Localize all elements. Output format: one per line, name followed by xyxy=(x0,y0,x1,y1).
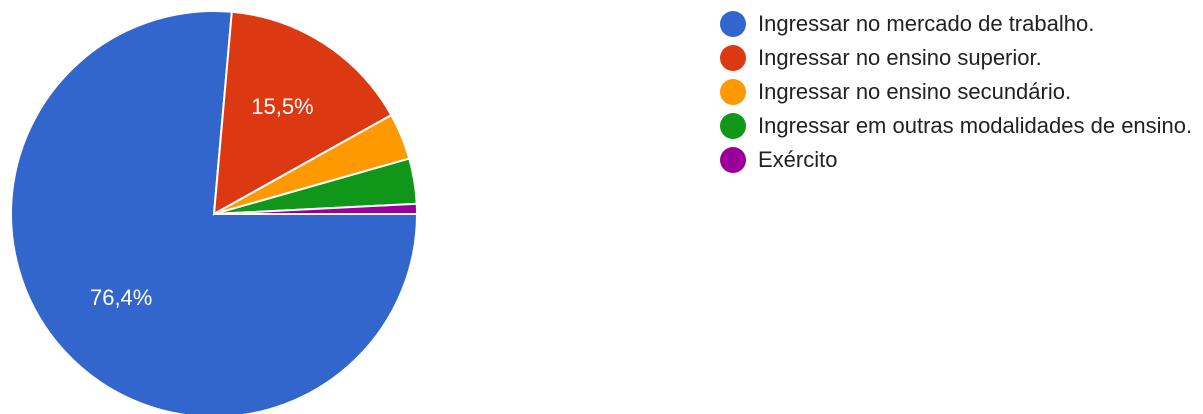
legend-swatch xyxy=(720,45,746,71)
legend-item: Ingressar no ensino superior. xyxy=(720,44,1200,72)
legend-swatch xyxy=(720,113,746,139)
legend-item: Exército xyxy=(720,146,1200,174)
legend-label: Ingressar no ensino superior. xyxy=(758,45,1042,70)
legend-item: Ingressar em outras modalidades de ensin… xyxy=(720,112,1200,140)
legend-swatch xyxy=(720,79,746,105)
slice-data-label: 15,5% xyxy=(251,94,313,119)
legend-swatch xyxy=(720,11,746,37)
legend-item: Ingressar no ensino secundário. xyxy=(720,78,1200,106)
pie-slice xyxy=(212,10,393,216)
legend-label: Ingressar em outras modalidades de ensin… xyxy=(758,113,1193,138)
legend-label: Ingressar no mercado de trabalho. xyxy=(758,11,1095,36)
slice-data-label: 76,4% xyxy=(90,285,152,310)
legend-item: Ingressar no mercado de trabalho. xyxy=(720,10,1200,38)
pie-slice xyxy=(213,202,419,215)
legend-label: Exército xyxy=(758,147,838,172)
chart-legend: Ingressar no mercado de trabalho. Ingress… xyxy=(720,10,1200,180)
legend-label: Ingressar no ensino secundário. xyxy=(758,79,1072,104)
legend-swatch xyxy=(720,147,746,173)
pie-chart: 76,4% 15,5% xyxy=(10,10,419,414)
